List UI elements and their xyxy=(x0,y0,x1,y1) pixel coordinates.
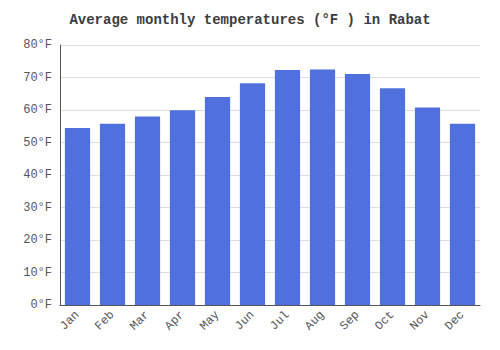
svg-text:Mar: Mar xyxy=(127,308,152,333)
svg-text:Oct: Oct xyxy=(372,308,397,333)
svg-text:Apr: Apr xyxy=(162,308,187,333)
svg-text:0°F: 0°F xyxy=(30,298,52,312)
svg-text:30°F: 30°F xyxy=(23,201,52,215)
svg-text:Sep: Sep xyxy=(337,308,362,333)
svg-text:10°F: 10°F xyxy=(23,266,52,280)
svg-text:40°F: 40°F xyxy=(23,168,52,182)
svg-text:Nov: Nov xyxy=(407,308,432,333)
svg-text:50°F: 50°F xyxy=(23,136,52,150)
svg-text:Jun: Jun xyxy=(232,308,257,333)
svg-text:60°F: 60°F xyxy=(23,103,52,117)
svg-text:Dec: Dec xyxy=(442,308,467,333)
svg-text:Aug: Aug xyxy=(302,308,327,333)
svg-text:70°F: 70°F xyxy=(23,71,52,85)
svg-text:Feb: Feb xyxy=(92,308,117,333)
svg-text:80°F: 80°F xyxy=(23,38,52,52)
svg-text:20°F: 20°F xyxy=(23,233,52,247)
svg-text:May: May xyxy=(197,308,222,333)
svg-text:Jan: Jan xyxy=(57,308,82,333)
svg-text:Jul: Jul xyxy=(267,308,292,333)
svg-text:Average monthly temperatures (: Average monthly temperatures (°F ) in Ra… xyxy=(69,12,430,28)
